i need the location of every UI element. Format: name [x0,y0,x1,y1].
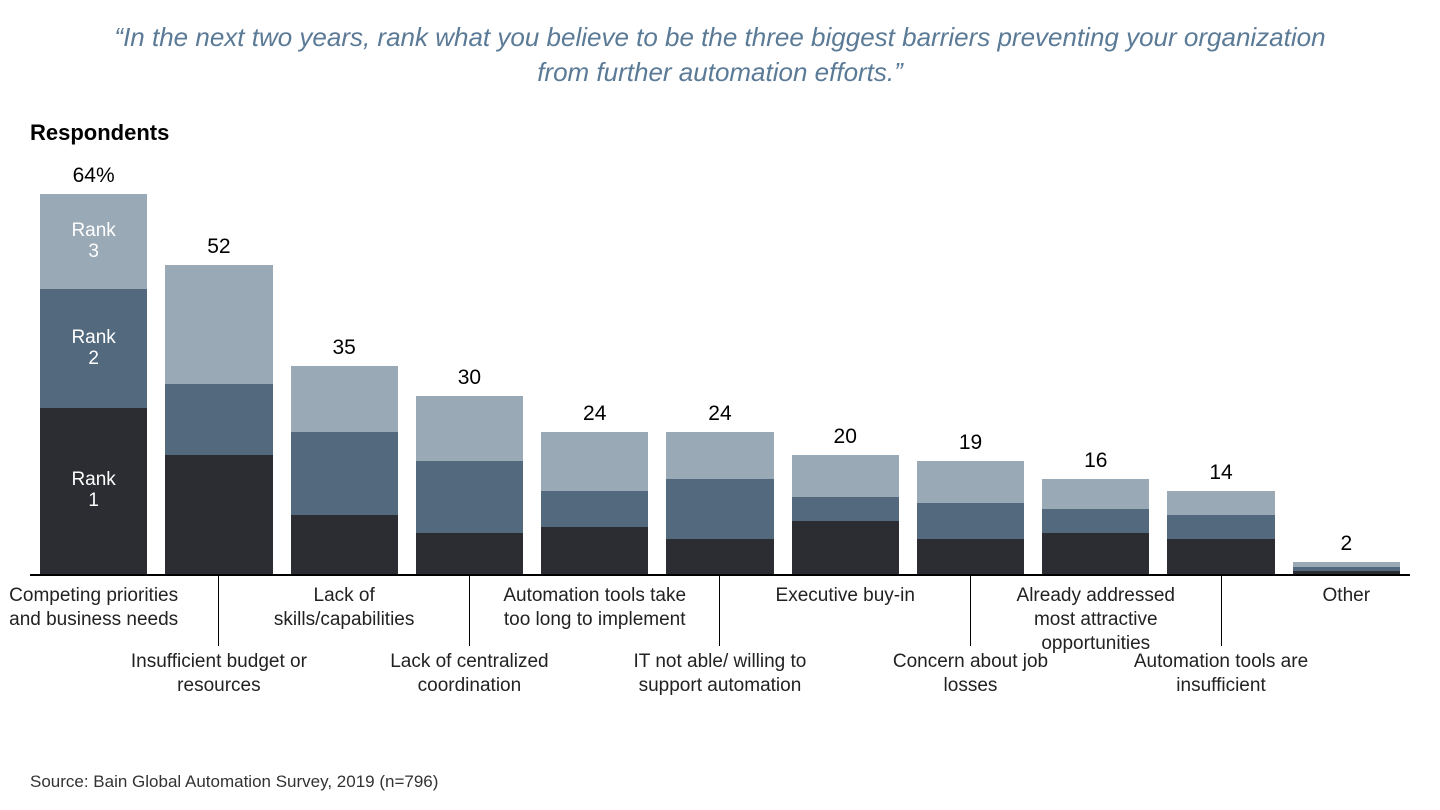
bar-segment [666,479,773,538]
bar-total-label: 20 [834,425,857,449]
bar: 24 [541,402,648,575]
bar: 30 [416,366,523,574]
bar: 35 [291,336,398,574]
bar-total-label: 64% [73,164,115,188]
bar-segment [1042,479,1149,509]
bar-segment [917,461,1024,503]
bar-total-label: 35 [332,336,355,360]
bar-total-label: 19 [959,431,982,455]
category-label-text: IT not able/ willing to support automati… [620,650,820,698]
bar-segment [792,521,899,574]
bar-segment [666,539,773,575]
chart-area: 64% Rank 1Rank 2Rank 3 52 35 30 24 24 20 19 16 14 2… [30,156,1410,756]
bar: 52 [165,235,272,574]
labels-row: Competing priorities and business needsI… [30,576,1410,756]
bar-stack [165,265,272,574]
bar: 64% Rank 1Rank 2Rank 3 [40,164,147,574]
category-label-text: Insufficient budget or resources [119,650,319,698]
bar-stack [291,366,398,574]
category-label-text: Concern about job losses [870,650,1070,698]
bar-segment [291,366,398,431]
bar-segment [1167,491,1274,515]
category-label-text: Other [1246,584,1440,608]
bar-segment [917,503,1024,539]
tick-line [719,576,720,646]
bar-segment [541,432,648,491]
legend-label: Rank 2 [40,289,147,408]
bar-segment [1042,533,1149,575]
bar-segment [666,432,773,480]
bar-stack: Rank 1Rank 2Rank 3 [40,194,147,574]
bar-segment [416,533,523,575]
bar-segment [1167,515,1274,539]
bars-row: 64% Rank 1Rank 2Rank 3 52 35 30 24 24 20 19 16 14 2 [30,156,1410,576]
tick-line [970,576,971,646]
bar-segment [1293,571,1400,574]
category-label-text: Automation tools are insufficient [1121,650,1321,698]
bar-segment [291,432,398,515]
bar-stack [416,396,523,574]
bar-stack [1167,491,1274,574]
bar: 20 [792,425,899,574]
bar-segment [165,384,272,455]
bar-stack [666,432,773,575]
bar-segment [416,396,523,461]
bar-stack [917,461,1024,574]
source-note: Source: Bain Global Automation Survey, 2… [30,772,438,792]
bar: 24 [666,402,773,575]
bar-stack [792,455,899,574]
bar-total-label: 2 [1340,532,1352,556]
bar-segment [1167,539,1274,575]
chart-subtitle: Respondents [30,120,1410,146]
bar: 14 [1167,461,1274,574]
bar-segment [541,491,648,527]
category-label: Other [1246,576,1440,608]
bar-total-label: 24 [708,402,731,426]
bar-stack [1042,479,1149,574]
bar: 2 [1293,532,1400,574]
bar-segment [792,497,899,521]
category-label-text: Lack of centralized coordination [369,650,569,698]
bar-segment [541,527,648,575]
bar-segment [165,455,272,574]
bar-segment [917,539,1024,575]
chart-title: “In the next two years, rank what you be… [99,20,1341,90]
bar-stack [1293,562,1400,574]
bar-segment [291,515,398,574]
tick-line [1221,576,1222,646]
bar-total-label: 30 [458,366,481,390]
bar-segment [165,265,272,384]
bar-segment [792,455,899,497]
tick-line [218,576,219,646]
bar: 19 [917,431,1024,574]
bar-total-label: 24 [583,402,606,426]
legend-label: Rank 3 [40,194,147,289]
bar-segment [1042,509,1149,533]
bar-total-label: 14 [1209,461,1232,485]
tick-line [469,576,470,646]
legend-label: Rank 1 [40,408,147,574]
bar-stack [541,432,648,575]
bar-segment [416,461,523,532]
bar-total-label: 16 [1084,449,1107,473]
bar-total-label: 52 [207,235,230,259]
bar: 16 [1042,449,1149,574]
